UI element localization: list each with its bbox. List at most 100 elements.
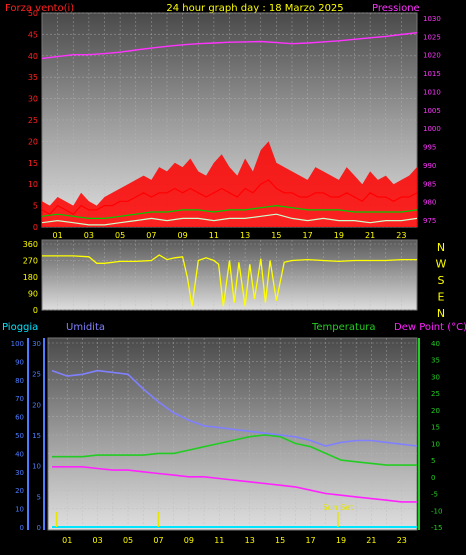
y-tick-label: 180 bbox=[23, 273, 38, 282]
y-tick-label: 20 bbox=[28, 137, 38, 146]
y-tick-label: 995 bbox=[423, 144, 436, 152]
y-tick-label: 60 bbox=[15, 414, 24, 422]
y-tick-label: -5 bbox=[431, 491, 438, 499]
y-tick-label: 15 bbox=[28, 159, 38, 168]
temperature-axis-title: Temperatura bbox=[311, 322, 376, 333]
wind_avg-series bbox=[41, 204, 418, 219]
y-tick-label: 990 bbox=[423, 162, 436, 170]
y-tick-label: 0 bbox=[33, 306, 38, 315]
x-tick-label: 17 bbox=[303, 231, 313, 240]
y-tick-label: 1005 bbox=[423, 107, 441, 115]
y-tick-label: 100 bbox=[11, 340, 24, 348]
y-tick-label: 90 bbox=[28, 290, 38, 299]
y-tick-label: 40 bbox=[28, 52, 38, 61]
direction-label: W bbox=[436, 258, 447, 271]
sunset-annotation: Sun Set bbox=[322, 503, 353, 512]
y-tick-label: 45 bbox=[28, 30, 38, 39]
y-tick-label: 360 bbox=[23, 240, 38, 249]
x-tick-label: 03 bbox=[93, 536, 103, 545]
y-tick-label: 70 bbox=[15, 395, 24, 403]
y-tick-label: 0 bbox=[33, 223, 38, 232]
y-tick-label: 270 bbox=[23, 257, 38, 266]
y-tick-label: 30 bbox=[15, 469, 24, 477]
x-tick-label: 19 bbox=[334, 231, 344, 240]
y-tick-label: 10 bbox=[28, 180, 38, 189]
x-tick-label: 13 bbox=[245, 536, 255, 545]
x-tick-label: 05 bbox=[115, 231, 125, 240]
y-tick-label: 50 bbox=[28, 9, 38, 18]
y-tick-label: 30 bbox=[28, 95, 38, 104]
y-tick-label: 0 bbox=[20, 524, 24, 532]
right-axis-title: Pressione bbox=[372, 3, 420, 14]
chart-title: 24 hour graph day : 18 Marzo 2025 bbox=[166, 3, 343, 14]
y-tick-label: 5 bbox=[33, 202, 38, 211]
x-tick-label: 21 bbox=[366, 536, 376, 545]
x-tick-label: 23 bbox=[396, 231, 406, 240]
dewpoint-axis-title: Dew Point (°C) bbox=[394, 322, 466, 333]
y-tick-label: -15 bbox=[431, 524, 442, 532]
y-tick-label: 15 bbox=[431, 424, 440, 432]
x-tick-label: 19 bbox=[336, 536, 346, 545]
y-tick-label: 0 bbox=[37, 524, 41, 532]
y-tick-label: 30 bbox=[431, 373, 440, 381]
x-tick-label: 07 bbox=[146, 231, 156, 240]
y-tick-label: 25 bbox=[431, 390, 440, 398]
y-tick-label: 980 bbox=[423, 199, 436, 207]
y-tick-label: 5 bbox=[37, 493, 41, 501]
x-tick-label: 03 bbox=[84, 231, 94, 240]
x-tick-label: 11 bbox=[209, 231, 219, 240]
y-tick-label: 40 bbox=[15, 450, 24, 458]
y-tick-label: 80 bbox=[15, 377, 24, 385]
y-tick-label: 0 bbox=[431, 474, 435, 482]
y-tick-label: 20 bbox=[15, 487, 24, 495]
y-tick-label: 35 bbox=[28, 73, 38, 82]
x-tick-label: 15 bbox=[275, 536, 285, 545]
pressure-series bbox=[41, 32, 418, 60]
y-tick-label: 985 bbox=[423, 180, 436, 188]
y-tick-label: 20 bbox=[431, 407, 440, 415]
y-tick-label: 975 bbox=[423, 217, 436, 225]
direction-label: N bbox=[437, 307, 445, 320]
y-tick-label: 1000 bbox=[423, 125, 441, 133]
direction-label: N bbox=[437, 241, 445, 254]
x-tick-label: 07 bbox=[153, 536, 163, 545]
y-tick-label: 10 bbox=[431, 440, 440, 448]
y-tick-label: 1020 bbox=[423, 52, 441, 60]
gust-area bbox=[42, 141, 417, 227]
x-tick-label: 01 bbox=[62, 536, 72, 545]
y-tick-label: 90 bbox=[15, 358, 24, 366]
x-tick-label: 21 bbox=[365, 231, 375, 240]
wind-series bbox=[41, 179, 418, 215]
dewpoint-series bbox=[52, 465, 417, 503]
y-tick-label: 25 bbox=[32, 371, 41, 379]
temperature-series bbox=[52, 434, 417, 466]
x-tick-label: 09 bbox=[178, 231, 188, 240]
x-tick-label: 17 bbox=[305, 536, 315, 545]
x-tick-label: 11 bbox=[214, 536, 224, 545]
x-tick-label: 23 bbox=[397, 536, 407, 545]
y-tick-label: 30 bbox=[32, 340, 41, 348]
humidity-series bbox=[51, 369, 418, 447]
y-tick-label: 15 bbox=[32, 432, 41, 440]
y-tick-label: 10 bbox=[15, 506, 24, 514]
y-tick-label: 10 bbox=[32, 463, 41, 471]
x-tick-label: 13 bbox=[240, 231, 250, 240]
y-tick-label: 20 bbox=[32, 401, 41, 409]
y-tick-label: 25 bbox=[28, 116, 38, 125]
y-tick-label: 1025 bbox=[423, 33, 441, 41]
humidity-axis-title: Umidita bbox=[66, 322, 105, 333]
rain-axis-title: Pioggia bbox=[2, 322, 38, 333]
x-tick-label: 15 bbox=[271, 231, 281, 240]
x-tick-label: 01 bbox=[53, 231, 63, 240]
y-tick-label: 40 bbox=[431, 340, 440, 348]
y-tick-label: 35 bbox=[431, 357, 440, 365]
direction-series bbox=[42, 254, 417, 307]
y-tick-label: -10 bbox=[431, 507, 442, 515]
left-axis-title: Forza vento(i) bbox=[5, 3, 74, 14]
wind_low-series bbox=[41, 213, 418, 226]
y-tick-label: 1015 bbox=[423, 70, 441, 78]
